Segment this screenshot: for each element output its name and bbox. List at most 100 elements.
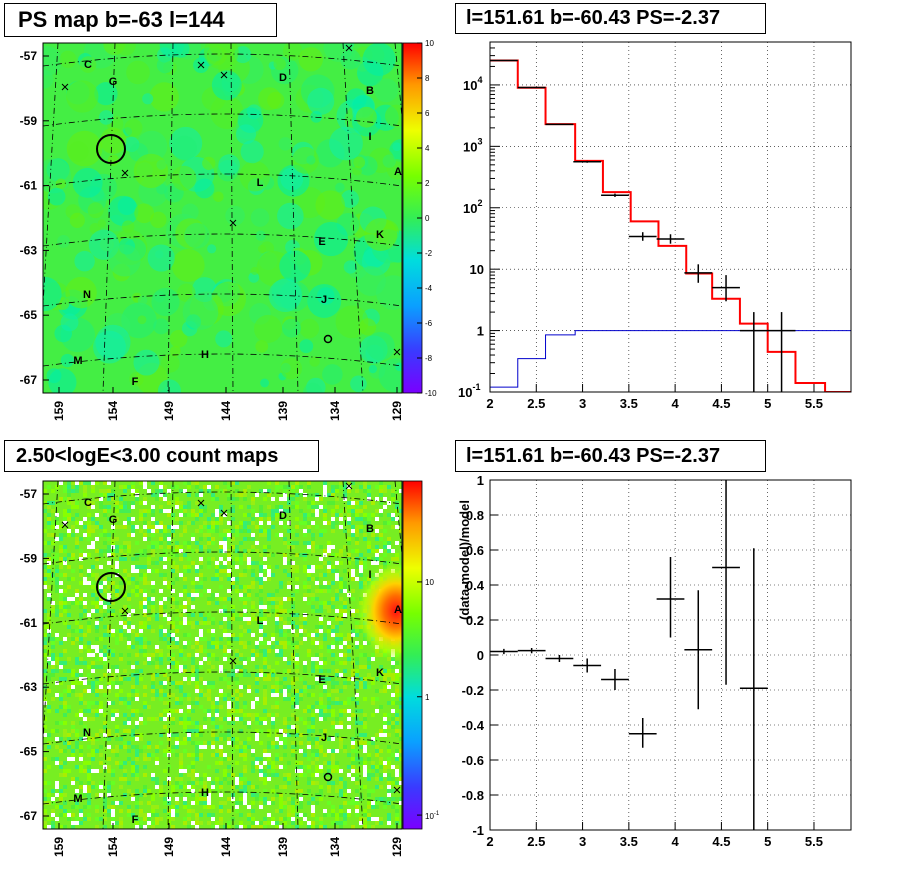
- ps-map-y-tick-label: -65: [20, 308, 38, 322]
- count-map-pixel: [95, 525, 99, 529]
- count-map-pixel: [195, 669, 199, 673]
- count-map-pixel: [323, 713, 327, 717]
- count-map-pixel: [223, 669, 227, 673]
- count-map-pixel: [59, 681, 63, 685]
- count-map-pixel: [211, 729, 215, 733]
- count-map-pixel: [359, 509, 363, 513]
- count-map-pixel: [323, 493, 327, 497]
- count-map-pixel: [51, 797, 55, 801]
- count-map-pixel: [339, 785, 343, 789]
- count-map-pixel: [395, 541, 399, 545]
- count-map-pixel: [175, 505, 179, 509]
- count-map-pixel: [135, 589, 139, 593]
- count-map-pixel: [151, 545, 155, 549]
- count-map-pixel: [211, 685, 215, 689]
- count-map-pixel: [191, 793, 195, 797]
- count-map-pixel: [267, 641, 271, 645]
- count-map-pixel: [171, 681, 175, 685]
- count-map-pixel: [75, 529, 79, 533]
- count-map-pixel: [147, 557, 151, 561]
- count-map-pixel: [275, 685, 279, 689]
- count-map-pixel: [351, 669, 355, 673]
- count-map-pixel: [115, 549, 119, 553]
- count-map-pixel: [155, 525, 159, 529]
- count-map-pixel: [255, 721, 259, 725]
- count-map-pixel: [59, 597, 63, 601]
- count-map-pixel: [391, 709, 395, 713]
- count-map-pixel: [271, 593, 275, 597]
- count-map-pixel: [331, 701, 335, 705]
- count-map-pixel: [79, 557, 83, 561]
- count-map-pixel: [339, 581, 343, 585]
- count-map-pixel: [199, 633, 203, 637]
- ps-map-patch: [268, 278, 302, 313]
- count-map-pixel: [263, 533, 267, 537]
- count-map-pixel: [279, 605, 283, 609]
- count-map-pixel: [59, 481, 63, 485]
- count-map-pixel: [223, 561, 227, 565]
- count-map-pixel: [183, 657, 187, 661]
- count-map-pixel: [127, 541, 131, 545]
- count-map-pixel: [363, 505, 367, 509]
- count-map-pixel: [75, 801, 79, 805]
- count-map-pixel: [183, 641, 187, 645]
- count-map-pixel: [191, 481, 195, 485]
- count-map-pixel: [275, 485, 279, 489]
- count-map-pixel: [267, 553, 271, 557]
- count-map-pixel: [211, 521, 215, 525]
- count-map-pixel: [319, 693, 323, 697]
- count-map-pixel: [127, 781, 131, 785]
- count-map-pixel: [311, 813, 315, 817]
- count-map-pixel: [259, 553, 263, 557]
- count-map-pixel: [199, 505, 203, 509]
- count-map-pixel: [387, 761, 391, 765]
- count-map-pixel: [295, 789, 299, 793]
- count-map-pixel: [179, 521, 183, 525]
- count-map-pixel: [255, 793, 259, 797]
- count-map-pixel: [179, 501, 183, 505]
- count-map-pixel: [211, 537, 215, 541]
- count-map-pixel: [247, 585, 251, 589]
- count-map-pixel: [183, 645, 187, 649]
- ps-map-x-tick-label: 154: [106, 401, 120, 421]
- count-map-pixel: [295, 501, 299, 505]
- count-map-pixel: [243, 597, 247, 601]
- count-map-pixel: [251, 657, 255, 661]
- count-map-pixel: [347, 529, 351, 533]
- count-map-pixel: [327, 645, 331, 649]
- count-map-pixel: [71, 481, 75, 485]
- count-map-pixel: [223, 613, 227, 617]
- count-map-pixel: [259, 729, 263, 733]
- count-map-pixel: [271, 517, 275, 521]
- count-map-pixel: [339, 781, 343, 785]
- ps-map-patch: [60, 353, 75, 368]
- count-map-pixel: [267, 565, 271, 569]
- count-map-pixel: [119, 613, 123, 617]
- count-map-pixel: [67, 565, 71, 569]
- count-map-pixel: [331, 749, 335, 753]
- count-map-pixel: [111, 701, 115, 705]
- count-map-pixel: [67, 657, 71, 661]
- total-model-line: [490, 59, 851, 392]
- count-map-pixel: [79, 481, 83, 485]
- count-map-pixel: [95, 689, 99, 693]
- count-map-pixel: [367, 521, 371, 525]
- count-map-pixel: [295, 729, 299, 733]
- count-map-pixel: [175, 681, 179, 685]
- spectrum-y-tick-label: 10-1: [458, 382, 480, 400]
- spectrum-title: l=151.61 b=-60.43 PS=-2.37: [455, 3, 766, 34]
- count-map-pixel: [211, 717, 215, 721]
- count-map-pixel: [159, 545, 163, 549]
- count-map-pixel: [371, 805, 375, 809]
- count-map-pixel: [231, 693, 235, 697]
- count-map-pixel: [139, 501, 143, 505]
- count-map-pixel: [355, 505, 359, 509]
- count-map-pixel: [255, 825, 259, 829]
- count-map-pixel: [99, 701, 103, 705]
- count-map-pixel: [115, 501, 119, 505]
- count-map-pixel: [275, 701, 279, 705]
- count-map-pixel: [67, 693, 71, 697]
- ps-map-patch: [353, 156, 366, 169]
- count-map-pixel: [299, 521, 303, 525]
- count-map-pixel: [59, 677, 63, 681]
